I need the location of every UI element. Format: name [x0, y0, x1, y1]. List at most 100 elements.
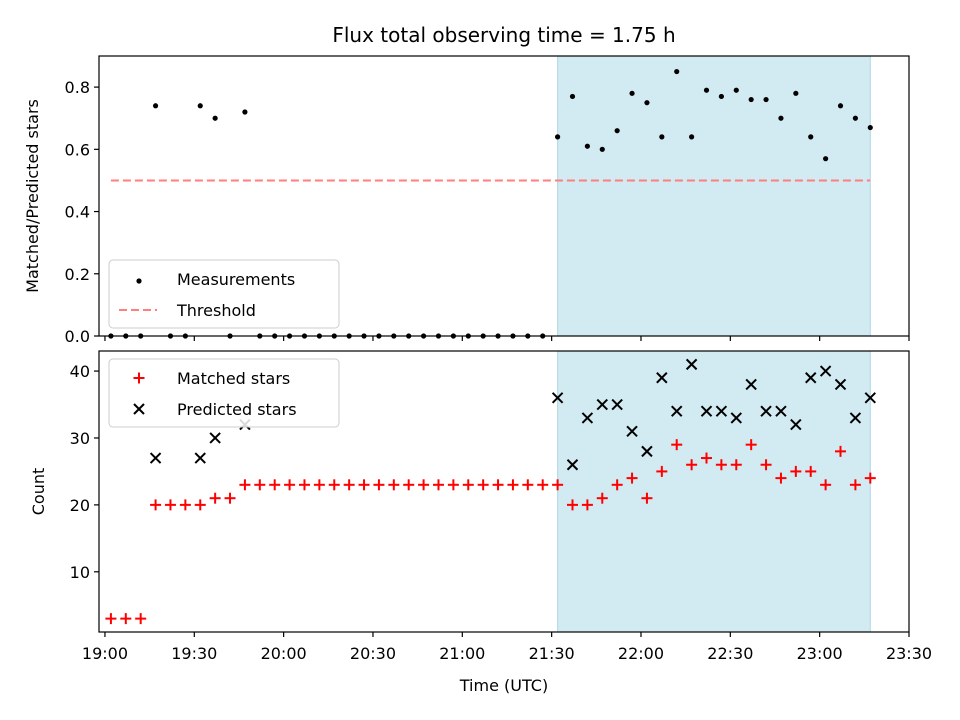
matched-stars-point [254, 479, 266, 491]
measurement-point [659, 134, 665, 140]
matched-stars-point [462, 479, 474, 491]
legend: Measurements Threshold [108, 259, 340, 329]
measurement-point [867, 124, 873, 131]
matched-stars-point [775, 472, 787, 484]
matched-stars-point [790, 465, 802, 477]
matched-stars-point [805, 465, 817, 477]
matched-stars-point [328, 479, 340, 491]
measurement-point [629, 90, 635, 96]
predicted-stars-point [641, 445, 653, 458]
matched-stars-point [552, 479, 564, 491]
predicted-stars-point [790, 418, 802, 431]
matched-stars-point [239, 479, 251, 491]
matched-stars-point [656, 465, 668, 477]
x-tick-label: 23:30 [886, 644, 932, 663]
predicted-stars-point [864, 392, 876, 404]
matched-stars-point [701, 452, 712, 464]
predicted-stars-point [849, 412, 862, 424]
matched-stars-point [150, 499, 162, 511]
predicted-stars-point [805, 372, 817, 384]
predicted-stars-point [626, 425, 638, 437]
measurement-point [852, 115, 858, 121]
predicted-stars-point [819, 365, 832, 377]
axes-frame [98, 350, 910, 633]
axes-frame [98, 55, 910, 337]
matched-stars-point [164, 499, 176, 511]
predicted-stars-point [745, 378, 757, 391]
matched-stars-point [120, 613, 132, 625]
matched-stars-point [730, 459, 742, 471]
legend-measurement-swatch [136, 278, 142, 284]
measurement-point [212, 115, 218, 121]
x-tick-label: 23:00 [797, 644, 843, 663]
matched-stars-point [715, 459, 727, 471]
measurement-point [718, 93, 724, 100]
matched-stars-point [432, 479, 444, 491]
x-tick-label: 21:30 [529, 644, 575, 663]
measurement-point [748, 96, 754, 103]
y-tick-label: 30 [70, 429, 90, 448]
matched-stars-point [388, 479, 400, 491]
matched-stars-point [105, 613, 117, 625]
measurement-point [242, 109, 248, 115]
measurement-point [152, 103, 159, 109]
y-tick-label: 0.8 [65, 78, 90, 97]
measurement-point [733, 87, 739, 93]
measurement-point [644, 100, 650, 106]
predicted-stars-point [209, 432, 221, 444]
matched-stars-point [209, 492, 221, 504]
predicted-stars-point [194, 452, 206, 464]
matched-stars-point [849, 479, 861, 491]
legend: Matched stars Predicted stars [108, 358, 340, 428]
observing-window-shade [557, 55, 871, 337]
predicted-stars-point [581, 412, 594, 424]
matched-stars-point [194, 499, 206, 511]
x-tick-label: 19:30 [171, 644, 217, 663]
matched-stars-point [611, 479, 623, 491]
matched-stars-point [135, 613, 147, 625]
matched-stars-point [477, 479, 489, 491]
predicted-stars-point [775, 405, 787, 417]
matched-stars-point [566, 499, 578, 511]
x-tick-label: 19:00 [82, 644, 128, 663]
measurement-point [197, 103, 203, 109]
predicted-stars-point [611, 398, 623, 411]
predicted-stars-point [551, 392, 564, 404]
measurement-point [793, 90, 799, 96]
predicted-stars-point [760, 405, 772, 417]
x-tick-label: 20:00 [261, 644, 307, 663]
measurement-point [614, 128, 620, 134]
measurement-point [555, 134, 561, 140]
x-tick-label: 22:30 [707, 644, 753, 663]
matched-stars-point [686, 459, 698, 471]
x-tick-label: 21:00 [439, 644, 485, 663]
y-tick-label: 0.6 [65, 140, 90, 159]
predicted-stars-point [566, 459, 579, 471]
x-axis-label: Time (UTC) [459, 676, 548, 695]
predicted-stars-point [730, 412, 742, 424]
y-axis-label: Count [29, 468, 48, 516]
matched-stars-point [447, 479, 459, 491]
legend-label: Predicted stars [177, 400, 297, 419]
observing-window-shade [557, 350, 871, 633]
y-tick-label: 0.2 [65, 265, 90, 284]
legend-label: Matched stars [177, 369, 290, 388]
predicted-stars-point [700, 405, 713, 417]
bottom-panel: 10 20 30 40 19:00 19:30 20:00 20:30 21:00 21:30 22… [29, 350, 932, 663]
matched-stars-point [820, 479, 832, 491]
measurement-point [837, 103, 844, 109]
legend-box [108, 259, 340, 329]
matched-stars-point [537, 479, 549, 491]
matched-stars-point [596, 492, 608, 504]
matched-stars-point [284, 479, 296, 491]
measurement-point [823, 156, 829, 162]
y-tick-label: 0.4 [65, 203, 90, 222]
chart-title: Flux total observing time = 1.75 h [332, 23, 675, 47]
matched-stars-point [745, 439, 757, 451]
legend-predicted-swatch [133, 403, 145, 415]
matched-stars-point [760, 459, 772, 471]
matched-stars-point [835, 445, 847, 457]
measurement-point [674, 68, 680, 75]
measurement-point [808, 134, 814, 140]
matched-stars-point [641, 492, 653, 504]
